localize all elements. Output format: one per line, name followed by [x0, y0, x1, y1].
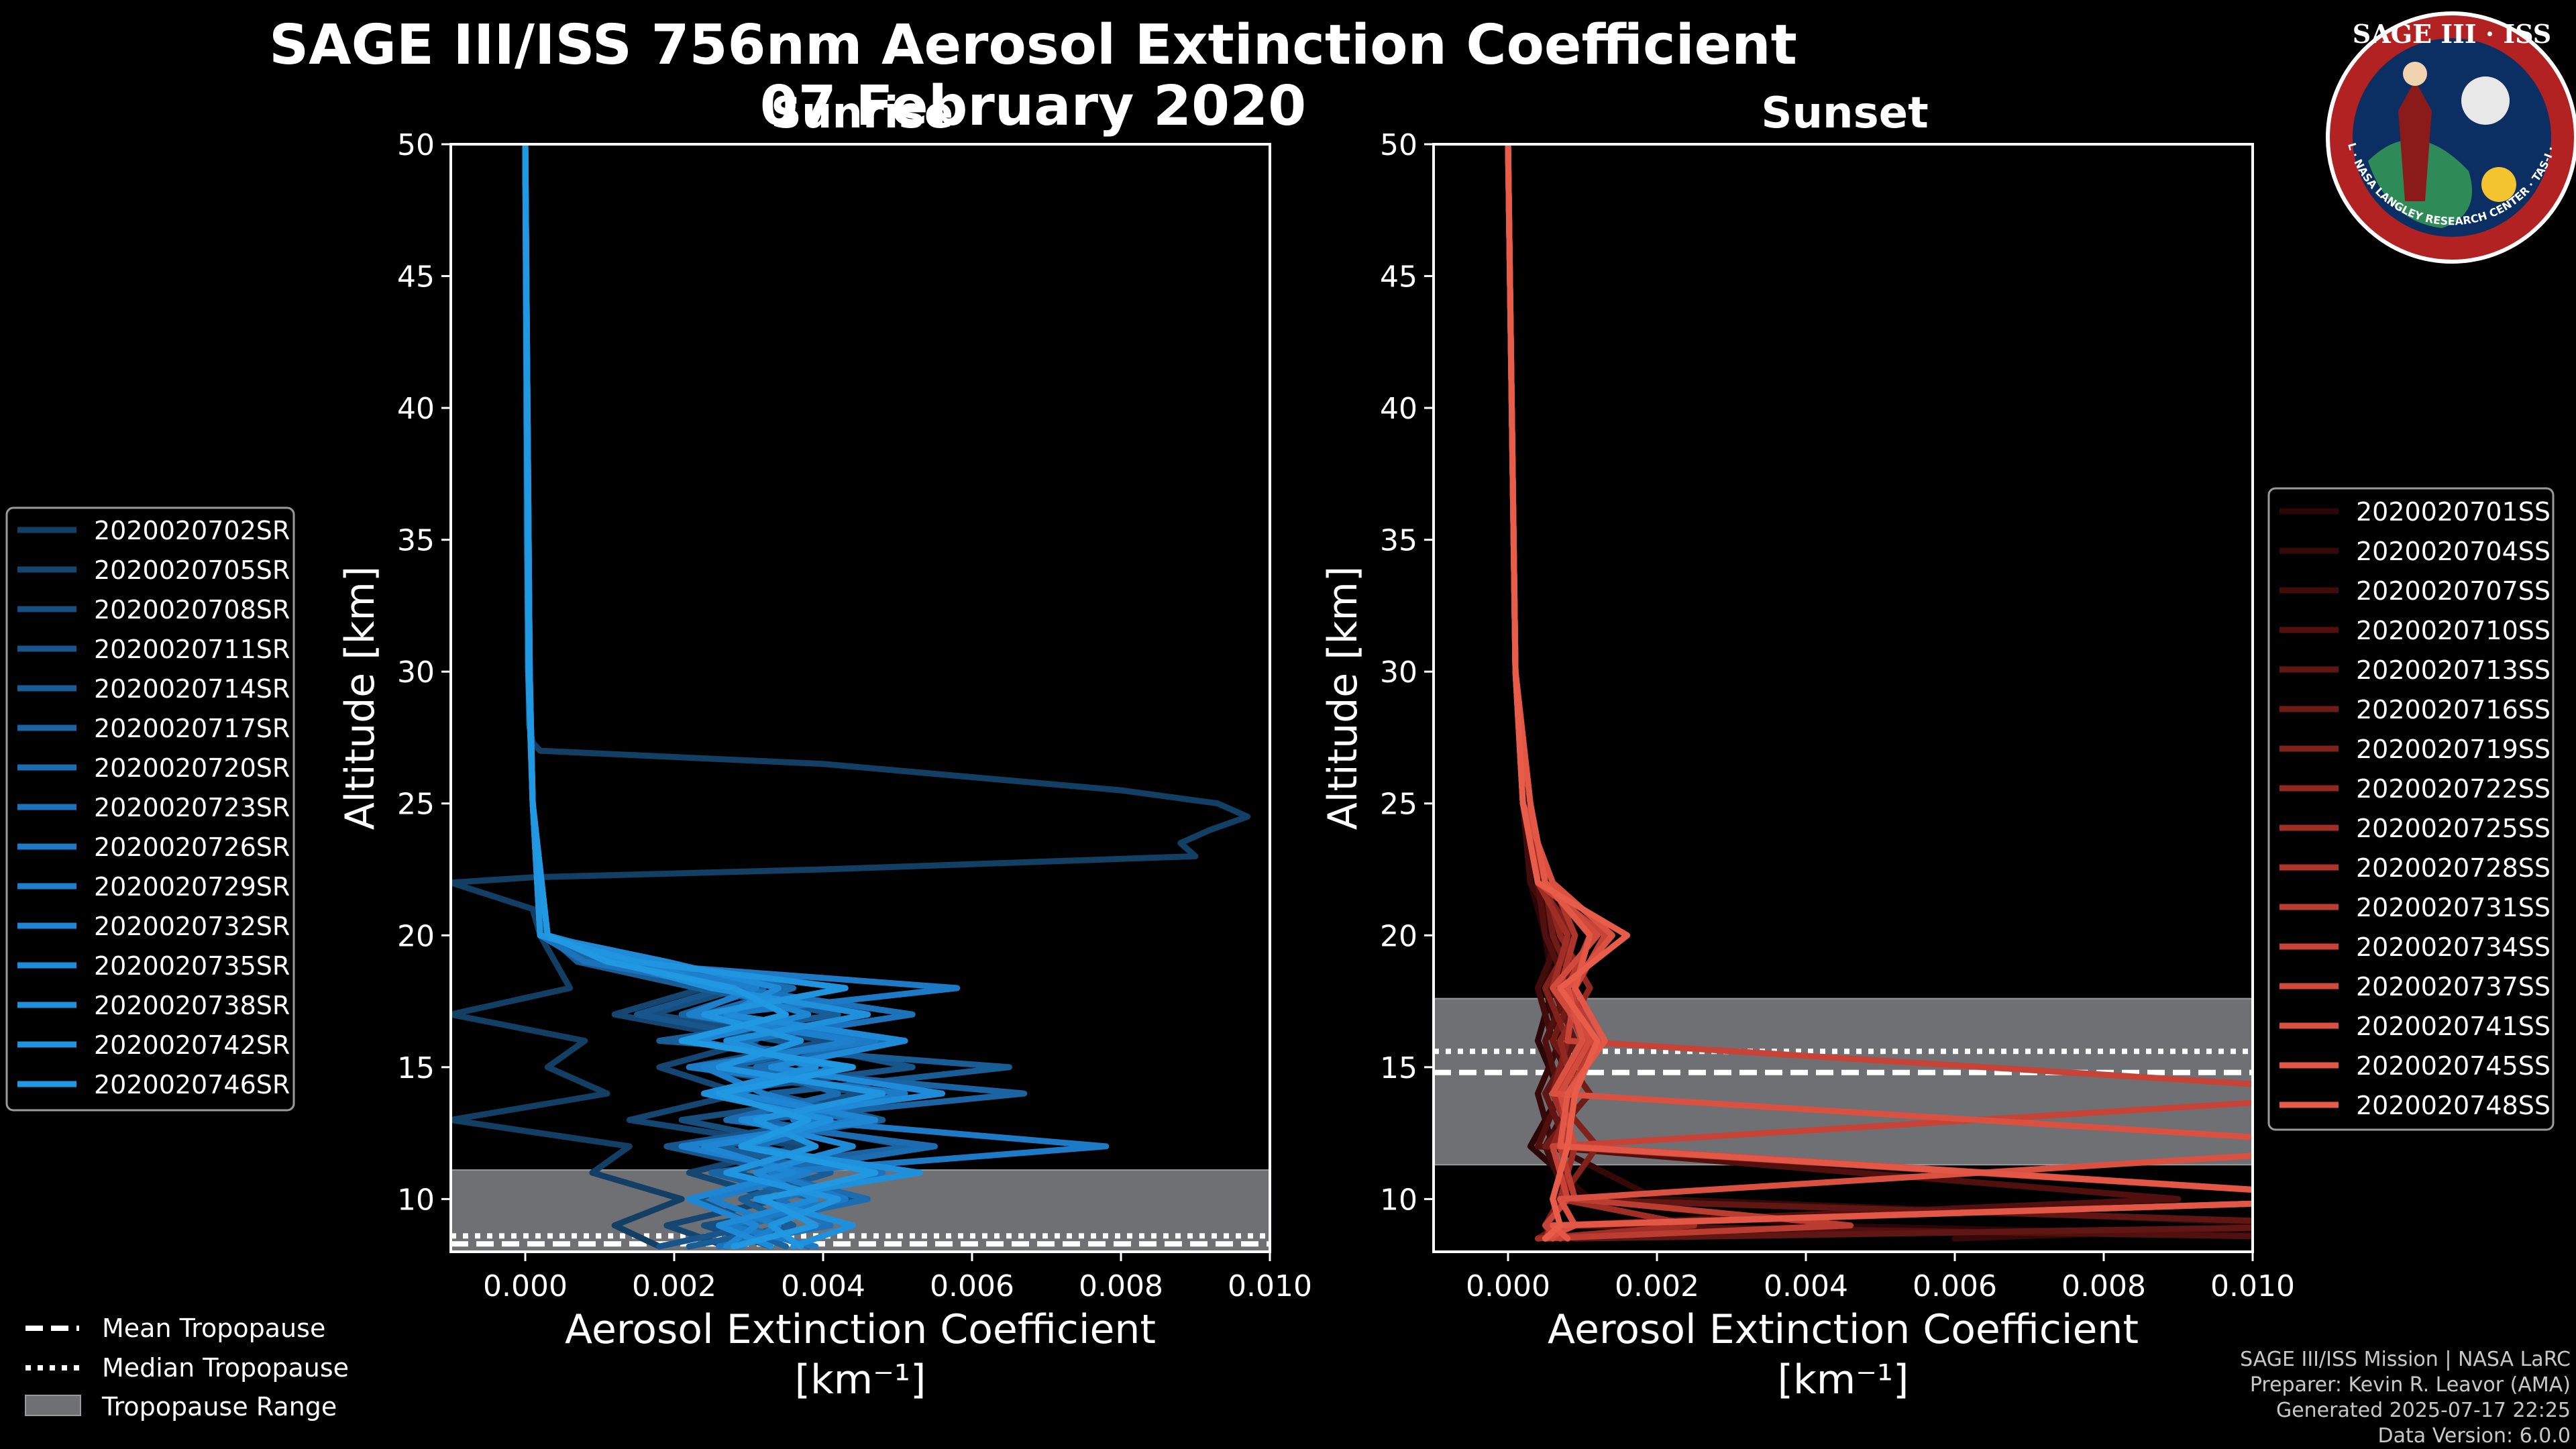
legend-label: 2020020716SS	[2356, 695, 2551, 724]
legend-label: 2020020735SR	[94, 951, 290, 981]
legend-label: 2020020738SR	[94, 991, 290, 1020]
profile-line-2020020745SS	[1505, 144, 2253, 1242]
y-tick-label: 35	[1380, 524, 1417, 558]
legend-label: 2020020714SR	[94, 674, 290, 704]
y-axis-label: Altitude [km]	[337, 566, 384, 830]
y-tick-label: 25	[397, 788, 435, 822]
sunset-panel-title: Sunset	[1761, 89, 1928, 138]
mean-tropopause-label: Mean Tropopause	[102, 1313, 325, 1343]
y-axis-label: Altitude [km]	[1320, 566, 1366, 830]
legend-label: 2020020723SR	[94, 793, 290, 822]
tropopause-legend: Mean Tropopause Median Tropopause Tropop…	[25, 1313, 349, 1421]
x-tick-label: 0.004	[1764, 1269, 1848, 1303]
credit-preparer: Preparer: Kevin R. Leavor (AMA)	[2250, 1373, 2571, 1397]
y-tick-label: 45	[1380, 260, 1417, 294]
y-tick-label: 10	[397, 1183, 435, 1217]
x-axis-unit: [km⁻¹]	[1778, 1356, 1909, 1403]
x-axis-label: Aerosol Extinction Coefficient	[1548, 1306, 2139, 1353]
y-tick-label: 40	[1380, 392, 1417, 426]
legend-label: 2020020713SS	[2356, 655, 2551, 685]
y-tick-label: 40	[397, 392, 435, 426]
x-tick-label: 0.006	[930, 1269, 1014, 1303]
legend-label: 2020020725SS	[2356, 814, 2551, 843]
profile-line-2020020702SR	[451, 144, 1251, 1250]
legend-label: 2020020726SR	[94, 833, 290, 862]
legend-label: 2020020732SR	[94, 912, 290, 941]
legend-label: 2020020746SR	[94, 1070, 290, 1099]
x-tick-label: 0.002	[1615, 1269, 1699, 1303]
x-axis-label: Aerosol Extinction Coefficient	[565, 1306, 1156, 1353]
profile-line-2020020746SR	[522, 144, 879, 1250]
plot-frame	[449, 143, 1271, 1253]
x-tick-label: 0.000	[1466, 1269, 1550, 1303]
tropopause-range-swatch	[25, 1395, 81, 1416]
legend-label: 2020020729SR	[94, 872, 290, 902]
median-tropopause-label: Median Tropopause	[102, 1353, 349, 1383]
plot-frame	[1432, 143, 2254, 1253]
credit-version: Data Version: 6.0.0	[2378, 1424, 2571, 1448]
x-tick-label: 0.000	[483, 1269, 568, 1303]
y-tick-label: 10	[1380, 1183, 1417, 1217]
legend-label: 2020020704SS	[2356, 537, 2551, 566]
tropopause-range-label: Tropopause Range	[101, 1392, 337, 1421]
sunrise-panel: 0.000 0.002 0.004 0.006 0.008 0.010 10 15 20 25 30…	[337, 128, 1312, 1403]
legend-label: 2020020722SS	[2356, 774, 2551, 804]
credit-mission: SAGE III/ISS Mission | NASA LaRC	[2240, 1348, 2571, 1371]
legend-label: 2020020710SS	[2356, 616, 2551, 645]
legend-frame	[5, 506, 295, 1112]
y-tick-label: 50	[1380, 128, 1417, 162]
legend-label: 2020020719SS	[2356, 735, 2551, 764]
legend-label: 2020020734SS	[2356, 932, 2551, 962]
plot-area	[1434, 144, 2253, 1242]
figure-date: 07 February 2020	[760, 74, 1306, 138]
legend-frame	[2267, 487, 2555, 1131]
legend-label: 2020020748SS	[2356, 1091, 2551, 1120]
sunrise-legend: 2020020702SR 2020020705SR 2020020708SR 2020…	[5, 506, 295, 1112]
y-tick-label: 35	[397, 524, 435, 558]
y-tick-label: 20	[397, 919, 435, 953]
legend-label: 2020020708SR	[94, 595, 290, 625]
credit-generated: Generated 2025-07-17 22:25	[2276, 1399, 2571, 1422]
x-tick-label: 0.008	[1079, 1269, 1163, 1303]
legend-label: 2020020731SS	[2356, 893, 2551, 922]
y-tick-label: 30	[397, 655, 435, 690]
logo-text: SAGE III · ISS	[2353, 19, 2551, 49]
sunset-panel: 0.000 0.002 0.004 0.006 0.008 0.010 10 15 20 25 30…	[1320, 128, 2295, 1403]
y-tick-label: 45	[397, 260, 435, 294]
legend-label: 2020020707SS	[2356, 576, 2551, 606]
y-tick-label: 25	[1380, 788, 1417, 822]
plot-area	[451, 144, 1270, 1252]
legend-label: 2020020741SS	[2356, 1012, 2551, 1041]
x-tick-label: 0.008	[2061, 1269, 2146, 1303]
legend-label: 2020020737SS	[2356, 972, 2551, 1002]
legend-label: 2020020720SR	[94, 753, 290, 783]
y-tick-label: 15	[397, 1051, 435, 1085]
legend-label: 2020020705SR	[94, 555, 290, 585]
sunrise-panel-title: Sunrise	[771, 89, 953, 138]
y-tick-label: 30	[1380, 655, 1417, 690]
credits: SAGE III/ISS Mission | NASA LaRC Prepare…	[2240, 1348, 2571, 1448]
x-axis-unit: [km⁻¹]	[795, 1356, 926, 1403]
y-tick-label: 50	[397, 128, 435, 162]
legend-label: 2020020745SS	[2356, 1051, 2551, 1081]
x-tick-label: 0.010	[1228, 1269, 1312, 1303]
sunset-legend: 2020020701SS 2020020704SS 2020020707SS 2020…	[2267, 487, 2555, 1131]
y-tick-label: 15	[1380, 1051, 1417, 1085]
legend-label: 2020020702SR	[94, 516, 290, 545]
y-tick-label: 20	[1380, 919, 1417, 953]
x-tick-label: 0.010	[2210, 1269, 2295, 1303]
legend-label: 2020020717SR	[94, 714, 290, 743]
profile-line-2020020748SS	[1505, 144, 1631, 1242]
legend-label: 2020020742SR	[94, 1030, 290, 1060]
x-tick-label: 0.002	[632, 1269, 716, 1303]
legend-label: 2020020701SS	[2356, 497, 2551, 527]
legend-label: 2020020711SR	[94, 635, 290, 664]
figure-title: SAGE III/ISS 756nm Aerosol Extinction Co…	[269, 13, 1797, 77]
x-tick-label: 0.004	[781, 1269, 865, 1303]
legend-label: 2020020728SS	[2356, 853, 2551, 883]
x-tick-label: 0.006	[1913, 1269, 1997, 1303]
